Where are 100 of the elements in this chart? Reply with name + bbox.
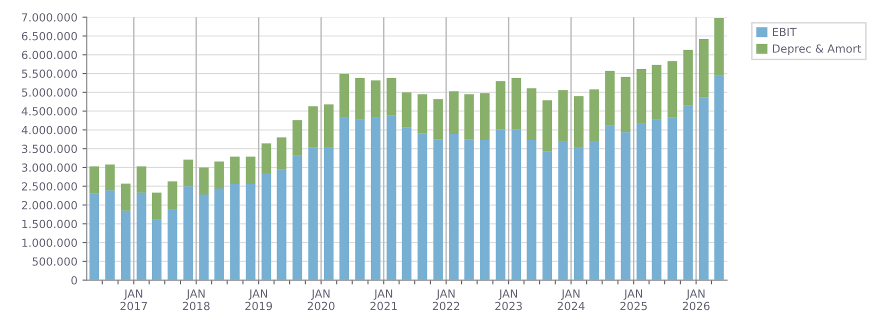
x-tick-label: JAN 2024 — [558, 290, 585, 310]
bar — [464, 139, 474, 280]
bar — [89, 194, 100, 280]
bar — [512, 78, 522, 130]
y-tick-label: 0 — [71, 276, 77, 285]
x-tick-label: JAN 2020 — [308, 290, 335, 310]
bar — [246, 184, 256, 280]
x-tick-label: JAN 2021 — [370, 290, 397, 310]
bar — [246, 156, 256, 184]
bar — [496, 129, 506, 280]
bar — [402, 92, 412, 128]
bar — [168, 181, 178, 210]
bar — [370, 80, 380, 118]
bar — [152, 192, 162, 220]
bar — [589, 89, 599, 142]
y-tick-label: 2.500.000 — [22, 182, 77, 191]
bar — [89, 166, 100, 194]
y-tick-label: 6.500.000 — [22, 32, 77, 40]
bar — [355, 119, 365, 280]
bar — [542, 151, 552, 280]
bar — [699, 39, 709, 98]
bar — [714, 76, 724, 280]
bar — [105, 190, 115, 280]
bar — [339, 118, 349, 280]
x-tick-label: JAN 2026 — [682, 290, 710, 310]
bar — [276, 169, 286, 280]
bar — [605, 125, 615, 280]
bar — [636, 124, 646, 280]
bar — [620, 76, 630, 132]
bar — [542, 100, 552, 152]
bar — [558, 90, 568, 142]
x-tick-label: JAN 2023 — [495, 290, 522, 310]
bar — [464, 94, 474, 140]
y-tick-label: 4.500.000 — [22, 107, 77, 116]
x-tick-label: JAN 2018 — [182, 290, 210, 310]
bar — [558, 142, 568, 280]
bar — [183, 160, 193, 186]
bar — [386, 115, 396, 280]
y-tick-label: 6.000.000 — [22, 50, 77, 60]
y-tick-label: 5.500.000 — [22, 70, 77, 78]
bar — [699, 97, 709, 280]
bar — [620, 132, 630, 280]
bar — [214, 161, 224, 188]
y-tick-label: 3.500.000 — [22, 144, 77, 154]
bar — [605, 70, 615, 126]
y-tick-label: 1.000.000 — [22, 238, 77, 247]
bar — [324, 148, 334, 280]
bar — [652, 120, 662, 280]
bar — [214, 188, 224, 280]
bar — [355, 78, 365, 120]
bar — [402, 127, 412, 280]
y-tick-label: 2.000.000 — [22, 200, 77, 210]
y-tick-label: 5.000.000 — [22, 88, 77, 97]
bar — [668, 117, 678, 280]
bar — [668, 61, 678, 118]
bar — [120, 210, 131, 280]
x-tick-label: JAN 2017 — [120, 290, 147, 310]
bar — [199, 194, 209, 280]
bar — [183, 186, 193, 280]
bar — [449, 134, 459, 280]
bar — [324, 104, 334, 148]
bar — [120, 184, 131, 211]
x-tick-label: JAN 2019 — [245, 290, 272, 310]
legend-label: Deprec & Amort — [772, 44, 862, 55]
bar — [136, 166, 146, 193]
bar — [262, 173, 272, 280]
bar — [433, 139, 443, 280]
bar — [512, 129, 522, 280]
bar — [480, 140, 490, 280]
bar — [574, 148, 584, 280]
bar — [276, 137, 286, 170]
bar — [386, 78, 396, 116]
bar — [136, 192, 146, 280]
bar — [683, 105, 693, 280]
bar — [636, 69, 646, 124]
bar — [496, 81, 506, 130]
bar — [308, 106, 318, 148]
bar — [526, 88, 536, 140]
bar — [589, 142, 599, 280]
bar — [526, 140, 536, 280]
bar — [449, 91, 459, 134]
bar — [480, 93, 490, 140]
bar — [683, 50, 693, 106]
bar — [418, 94, 428, 134]
bar — [105, 164, 115, 190]
y-tick-label: 1.500.000 — [22, 220, 77, 228]
bar — [370, 118, 380, 280]
bar — [652, 64, 662, 120]
y-tick-label: 3.000.000 — [22, 163, 77, 172]
bar — [418, 133, 428, 280]
bar — [230, 156, 240, 184]
x-tick-label: JAN 2025 — [620, 290, 647, 310]
bar — [262, 143, 272, 174]
bar — [292, 120, 302, 156]
y-tick-label: 4.000.000 — [22, 126, 77, 134]
legend-label: EBIT — [772, 28, 797, 36]
bar — [168, 210, 178, 280]
bar — [152, 220, 162, 280]
bar — [199, 167, 209, 194]
x-tick-label: JAN 2022 — [432, 290, 460, 310]
